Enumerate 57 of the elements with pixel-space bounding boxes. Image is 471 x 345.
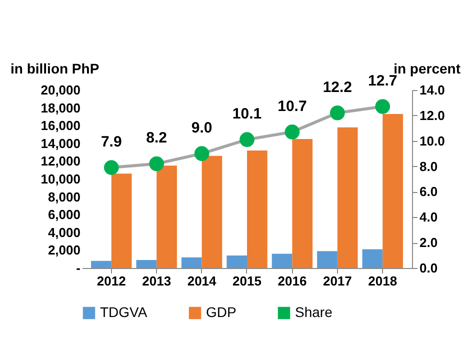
bar xyxy=(111,174,132,268)
y2-tick-label: 2.0 xyxy=(420,235,438,250)
point xyxy=(284,124,300,140)
y-tick-label: 20,000 xyxy=(40,82,80,98)
y-tick-label: 6,000 xyxy=(48,207,80,222)
bar xyxy=(317,251,338,268)
y-tick-label: 4,000 xyxy=(48,224,80,240)
y2-tick-label: 12.0 xyxy=(420,108,445,123)
point xyxy=(375,99,390,114)
y-tick-label: 10,000 xyxy=(40,172,80,186)
x-tick-label: 2015 xyxy=(232,274,262,288)
x-tick-label: 2013 xyxy=(142,274,172,288)
y2-tick-label: 4.0 xyxy=(420,210,438,225)
bar xyxy=(337,127,358,268)
bar xyxy=(292,138,313,268)
y-tick-label: 18,000 xyxy=(40,100,80,116)
y-tick-label: - xyxy=(76,260,80,276)
y2-tick-label: 14.0 xyxy=(420,82,445,98)
data-label: 12.2 xyxy=(322,78,352,96)
data-label: 9.0 xyxy=(191,120,212,137)
x-tick-label: 2017 xyxy=(322,274,352,288)
point xyxy=(240,132,254,147)
legend-label: Share xyxy=(295,304,333,320)
x-tick-label: 2016 xyxy=(278,274,307,288)
x-tick-label: 2012 xyxy=(96,274,126,288)
y-tick-label: 12,000 xyxy=(40,154,80,169)
y-tick-label: 8,000 xyxy=(48,189,80,204)
bar xyxy=(362,249,383,268)
bar xyxy=(247,150,268,268)
bar xyxy=(91,260,112,268)
y-tick-label: 14,000 xyxy=(40,136,80,151)
bar xyxy=(136,260,157,268)
bar xyxy=(272,254,292,268)
point xyxy=(194,146,210,161)
point xyxy=(149,156,164,172)
y-tick-label: 2,000 xyxy=(48,242,80,258)
y-axis-title: in billion PhP xyxy=(10,60,100,76)
x-tick-label: 2014 xyxy=(187,274,218,288)
y2-tick-label: 0.0 xyxy=(420,260,438,276)
data-label: 8.2 xyxy=(146,130,168,147)
bar xyxy=(156,166,177,268)
y2-tick-label: 10.0 xyxy=(420,133,445,148)
legend-label: TDGVA xyxy=(100,304,148,320)
y2-tick-label: 6.0 xyxy=(420,184,438,200)
data-label: 7.9 xyxy=(100,134,122,151)
y2-tick-label: 8.0 xyxy=(420,158,438,174)
data-label: 10.7 xyxy=(278,98,307,115)
x-tick-label: 2018 xyxy=(368,274,398,288)
bar xyxy=(382,114,403,268)
point xyxy=(104,160,119,175)
bar xyxy=(202,156,222,268)
point xyxy=(330,105,345,120)
y-tick-label: 16,000 xyxy=(40,118,80,134)
data-label: 10.1 xyxy=(232,106,262,123)
bar xyxy=(226,256,247,268)
bar xyxy=(181,257,202,268)
legend-label: GDP xyxy=(206,304,236,320)
